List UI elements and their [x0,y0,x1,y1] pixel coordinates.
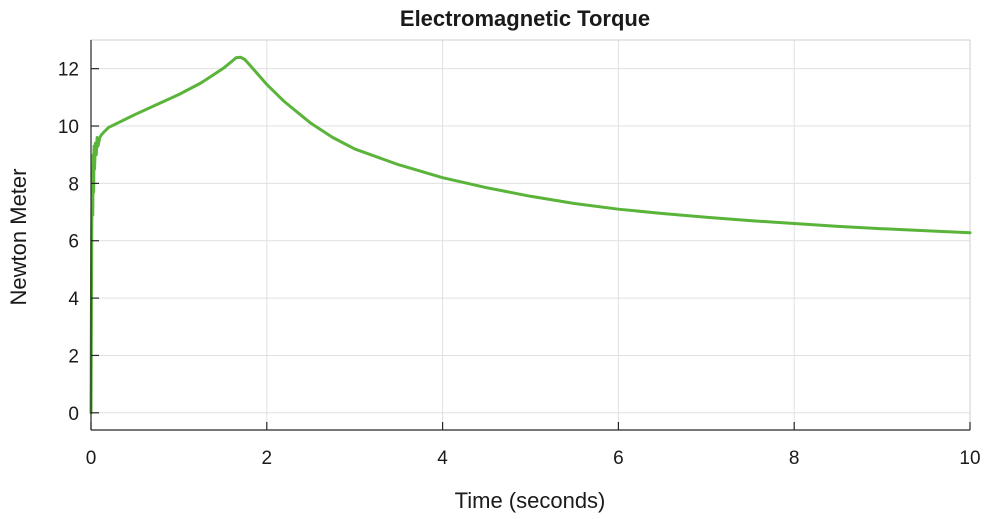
x-tick-label: 0 [86,448,97,469]
y-tick-label: 2 [68,346,79,367]
y-tick-label: 12 [58,60,79,81]
y-tick-label: 10 [58,117,79,138]
series-line-torque [89,55,972,415]
chart-title: Electromagnetic Torque [400,6,650,31]
x-tick-label: 6 [613,448,624,469]
y-axis-label: Newton Meter [6,169,31,306]
x-tick-label: 8 [789,448,800,469]
y-tick-label: 0 [68,404,79,425]
x-tick-label: 2 [262,448,273,469]
axes [90,40,971,431]
tick-labels: 0 2 4 6 8 10 0 2 4 6 8 10 12 [58,60,981,469]
x-tick-label: 4 [437,448,448,469]
y-tick-label: 8 [68,174,79,195]
x-tick-label: 10 [959,448,980,469]
x-axis-label: Time (seconds) [455,488,606,513]
y-tick-label: 6 [68,232,79,253]
series-layer [89,55,972,415]
y-tick-label: 4 [68,289,79,310]
